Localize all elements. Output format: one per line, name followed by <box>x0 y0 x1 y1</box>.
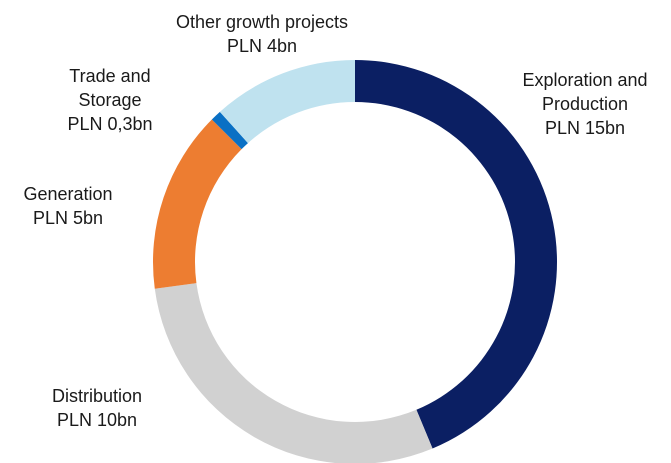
segment-label: Trade and Storage PLN 0,3bn <box>50 64 170 136</box>
donut-segment <box>153 119 242 289</box>
category-label: Other growth projects <box>175 12 349 32</box>
donut-segment <box>154 283 433 463</box>
category-label: Distribution <box>51 386 143 406</box>
donut-segment <box>211 111 248 150</box>
value-label: PLN 5bn <box>32 208 104 228</box>
category-label: Exploration and Production <box>522 70 648 114</box>
value-label: PLN 4bn <box>226 36 298 56</box>
value-label: PLN 15bn <box>544 118 626 138</box>
donut-segment <box>219 60 355 144</box>
segment-label: Distribution PLN 10bn <box>17 384 177 432</box>
value-label: PLN 10bn <box>56 410 138 430</box>
donut-segment <box>355 60 557 449</box>
segment-label: Exploration and Production PLN 15bn <box>500 68 670 140</box>
value-label: PLN 0,3bn <box>67 114 153 134</box>
segment-label: Other growth projects PLN 4bn <box>132 10 392 58</box>
category-label: Generation <box>23 184 113 204</box>
segment-label: Generation PLN 5bn <box>0 182 136 230</box>
category-label: Trade and Storage <box>69 66 151 110</box>
